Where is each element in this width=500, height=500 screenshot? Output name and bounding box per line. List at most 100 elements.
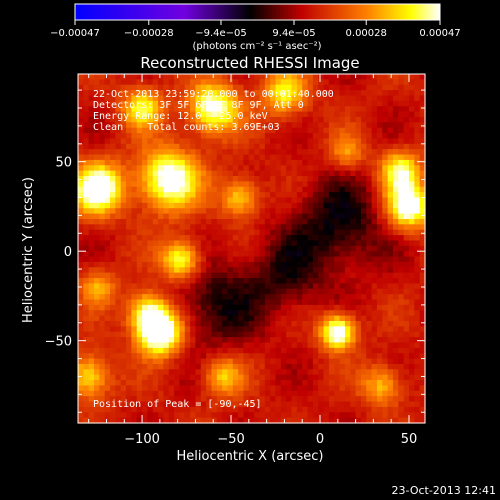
heatmap-cell (248, 202, 255, 209)
heatmap-cell (136, 390, 143, 397)
heatmap-cell (179, 127, 186, 134)
heatmap-cell (328, 84, 335, 91)
heatmap-cell (99, 406, 106, 413)
heatmap-cell (302, 79, 309, 86)
heatmap-cell (206, 202, 213, 209)
heatmap-cell (168, 116, 175, 123)
heatmap-cell (318, 385, 325, 392)
heatmap-cell (238, 315, 245, 322)
heatmap-cell (216, 294, 223, 301)
heatmap-cell (254, 111, 261, 118)
heatmap-cell (94, 374, 100, 381)
heatmap-cell (366, 100, 373, 107)
heatmap-cell (387, 272, 394, 279)
heatmap-cell (110, 310, 116, 317)
heatmap-cell (392, 283, 399, 290)
heatmap-cell (360, 278, 367, 284)
heatmap-cell (184, 106, 191, 113)
heatmap-cell (200, 347, 207, 354)
heatmap-cell (382, 224, 389, 231)
heatmap-cell (318, 143, 325, 150)
heatmap-cell (206, 218, 213, 225)
heatmap-cell (307, 106, 314, 113)
heatmap-cell (259, 192, 266, 199)
heatmap-cell (147, 347, 154, 354)
heatmap-cell (238, 380, 245, 387)
heatmap-cell (147, 176, 154, 182)
heatmap-cell (174, 256, 181, 263)
heatmap-cell (382, 218, 389, 225)
heatmap-cell (232, 84, 239, 91)
heatmap-cell (216, 326, 223, 333)
heatmap-cell (131, 197, 138, 204)
heatmap-cell (371, 261, 378, 268)
heatmap-cell (222, 159, 229, 166)
heatmap-cell (414, 138, 421, 145)
heatmap-cell (270, 278, 277, 284)
heatmap-cell (387, 176, 394, 182)
y-tick-label: 50 (55, 156, 72, 171)
heatmap-cell (344, 417, 351, 424)
heatmap-cell (355, 326, 362, 333)
heatmap-cell (238, 256, 245, 263)
heatmap-cell (158, 116, 165, 123)
heatmap-cell (136, 229, 143, 236)
heatmap-cell (163, 143, 170, 150)
heatmap-cell (238, 192, 245, 199)
heatmap-cell (398, 181, 405, 188)
heatmap-cell (131, 229, 138, 236)
heatmap-cell (350, 154, 357, 161)
heatmap-cell (344, 267, 351, 274)
heatmap-cell (142, 122, 148, 129)
heatmap-cell (408, 256, 415, 263)
heatmap-cell (238, 417, 245, 424)
heatmap-cell (350, 294, 357, 301)
heatmap-cell (168, 385, 175, 392)
heatmap-cell (222, 288, 229, 295)
heatmap-cell (275, 288, 282, 295)
heatmap-cell (302, 374, 309, 381)
heatmap-cell (259, 385, 266, 392)
heatmap-cell (179, 337, 186, 344)
heatmap-cell (264, 283, 271, 290)
heatmap-cell (227, 412, 234, 419)
heatmap-cell (184, 84, 191, 91)
heatmap-cell (419, 363, 426, 370)
heatmap-cell (254, 299, 261, 306)
heatmap-cell (291, 122, 298, 129)
heatmap-cell (286, 385, 293, 392)
heatmap-cell (163, 165, 170, 172)
heatmap-cell (403, 154, 410, 161)
heatmap-cell (222, 197, 229, 204)
heatmap-cell (163, 369, 170, 376)
heatmap-cell (254, 374, 261, 381)
heatmap-cell (334, 170, 341, 177)
heatmap-cell (195, 283, 202, 290)
heatmap-cell (398, 111, 405, 118)
heatmap-cell (275, 304, 282, 311)
heatmap-cell (78, 353, 84, 360)
heatmap-cell (131, 245, 138, 252)
heatmap-cell (195, 224, 202, 231)
heatmap-cell (382, 256, 389, 263)
heatmap-cell (184, 337, 191, 344)
heatmap-cell (291, 127, 298, 134)
heatmap-cell (142, 304, 148, 311)
heatmap-cell (222, 74, 229, 80)
heatmap-cell (104, 353, 111, 360)
heatmap-cell (206, 283, 213, 290)
heatmap-cell (291, 74, 298, 80)
heatmap-cell (227, 197, 234, 204)
heatmap-cell (206, 235, 213, 242)
heatmap-cell (126, 95, 132, 102)
heatmap-cell (280, 299, 287, 306)
heatmap-cell (158, 224, 165, 231)
heatmap-cell (238, 278, 245, 284)
heatmap-cell (179, 79, 186, 86)
heatmap-cell (264, 299, 271, 306)
heatmap-cell (323, 143, 330, 150)
heatmap-cell (83, 186, 90, 193)
heatmap-cell (195, 111, 202, 118)
heatmap-cell (323, 358, 330, 365)
heatmap-cell (408, 149, 415, 156)
